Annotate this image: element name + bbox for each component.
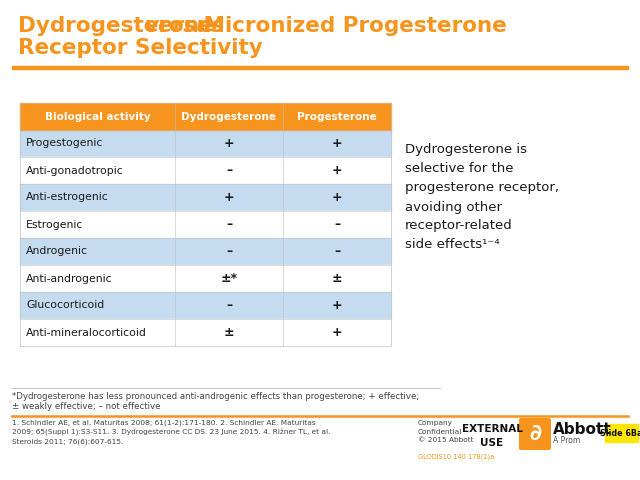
Text: Dydrogesterone: Dydrogesterone [182,111,276,121]
Text: Receptor Selectivity: Receptor Selectivity [18,38,263,58]
Text: ±: ± [332,272,342,285]
Bar [20,103,391,346]
Text: +: + [332,164,342,177]
Text: side effects¹⁻⁴: side effects¹⁻⁴ [405,239,500,252]
Text: Estrogenic: Estrogenic [26,219,83,229]
Bar [20,211,391,238]
Bar [20,292,391,319]
Text: selective for the: selective for the [405,163,513,176]
Text: 1. Schindler AE, et al. Maturitas 2008; 61(1-2):171-180. 2. Schindler AE. Maturi: 1. Schindler AE, et al. Maturitas 2008; … [12,420,330,445]
Bar [20,157,391,184]
Text: Progestogenic: Progestogenic [26,139,104,148]
Text: *Dydrogesterone has less pronounced anti-androgenic effects than progesterone; +: *Dydrogesterone has less pronounced anti… [12,392,419,401]
Text: –: – [334,218,340,231]
Text: Dydrogesterone: Dydrogesterone [18,16,221,36]
Bar [20,238,391,265]
Text: +: + [332,299,342,312]
Text: –: – [226,218,232,231]
Text: +: + [224,137,234,150]
Text: Micronized Progesterone: Micronized Progesterone [196,16,507,36]
Text: progesterone receptor,: progesterone receptor, [405,181,559,194]
Text: Androgenic: Androgenic [26,247,88,256]
Bar [20,130,391,157]
Bar [12,66,628,69]
Text: Abbott: Abbott [553,422,612,437]
Text: –: – [226,164,232,177]
Text: –: – [334,245,340,258]
Text: ∂: ∂ [529,424,541,444]
Text: Glucocorticoid: Glucocorticoid [26,300,104,311]
Text: A Prom: A Prom [553,436,580,445]
Text: Biological activity: Biological activity [45,111,150,121]
Text: receptor-related: receptor-related [405,219,513,232]
Text: +: + [332,137,342,150]
Text: Anti-androgenic: Anti-androgenic [26,274,113,284]
Text: ± weakly effective; – not effective: ± weakly effective; – not effective [12,402,161,411]
Text: versus: versus [145,16,225,36]
Text: GLODIS10 140 178(2)a: GLODIS10 140 178(2)a [418,454,494,460]
Text: +: + [332,191,342,204]
Text: +: + [224,191,234,204]
Text: Slide 6Ba: Slide 6Ba [600,429,640,437]
Text: –: – [226,245,232,258]
Text: avoiding other: avoiding other [405,201,502,214]
Text: Anti-gonadotropic: Anti-gonadotropic [26,166,124,176]
Text: Company
Confidential
© 2015 Abbott: Company Confidential © 2015 Abbott [418,420,474,443]
FancyBboxPatch shape [519,418,551,450]
Text: Dydrogesterone is: Dydrogesterone is [405,144,527,156]
Text: +: + [332,326,342,339]
Text: ±*: ±* [220,272,237,285]
Bar [20,103,391,130]
Text: ±: ± [224,326,234,339]
Text: Anti-mineralocorticoid: Anti-mineralocorticoid [26,327,147,337]
Text: Anti-estrogenic: Anti-estrogenic [26,192,109,203]
Text: EXTERNAL
USE: EXTERNAL USE [461,424,522,448]
Bar [20,319,391,346]
Text: Progesterone: Progesterone [297,111,377,121]
Bar [20,184,391,211]
Bar [20,265,391,292]
Bar [605,424,638,442]
Text: –: – [226,299,232,312]
